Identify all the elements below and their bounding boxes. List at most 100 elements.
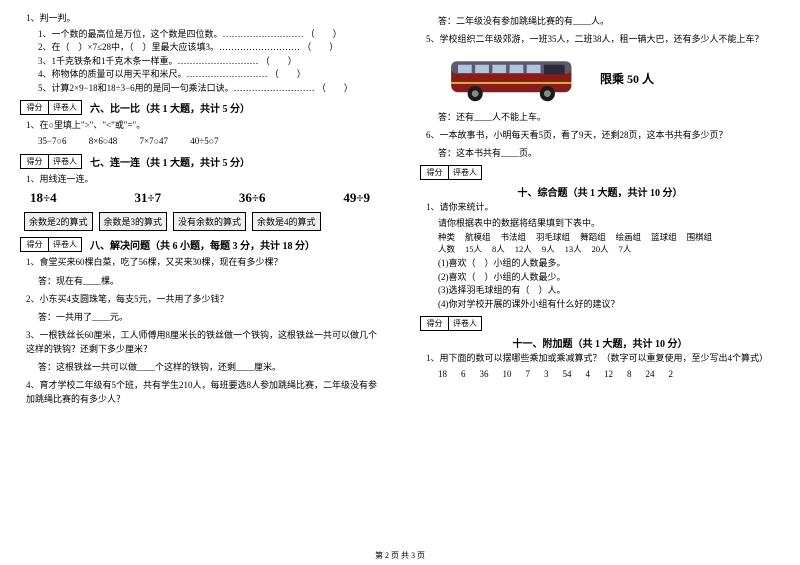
sec8-q1: 1、食堂买来60棵白菜，吃了56棵，又买来30棵，现在有多少棵？ [26,256,380,270]
score-box: 得分 评卷人 [20,237,82,252]
marker-label: 评卷人 [49,155,81,168]
sec8-a2: 答：一共用了____元。 [38,310,380,323]
page-footer: 第 2 页 共 3 页 [0,550,800,561]
score-label: 得分 [21,155,49,168]
sec6-question: 1、在○里填上">"、"<"或"="。 [26,119,380,133]
compare-expr: 35−7○6 [38,136,67,146]
stats-cell: 7人 [619,243,632,255]
judge-item: 5、计算2×9−18和18÷3−6用的是同一句乘法口诀。 [38,83,234,93]
math-row: 18÷4 31÷7 36÷6 49÷9 [30,190,370,206]
tag-row: 余数是2的算式 余数是3的算式 没有余数的算式 余数是4的算式 [24,212,376,231]
sec10-q: 1、请你来统计。 [426,201,780,215]
math-expr: 49÷9 [343,190,370,206]
section-8-header: 得分 评卷人 八、解决问题（共 6 小题，每题 3 分，共计 18 分） [20,237,380,252]
score-box: 得分 评卷人 [420,316,482,331]
sec10-sub2: (2)喜欢（ ）小组的人数最少。 [438,271,780,284]
math-expr: 36÷6 [239,190,266,206]
sec10-sub: 请你根据表中的数据将结果填到下表中。 [438,217,780,230]
math-expr: 31÷7 [134,190,161,206]
compare-expr: 7×7○47 [140,136,169,146]
score-box: 得分 评卷人 [20,100,82,115]
stats-cell: 围棋组 [687,231,713,243]
judge-title: 1、判一判。 [26,12,380,26]
judge-item: 1、一个数的最高位是万位，这个数是四位数。 [38,29,223,39]
paren: （ ） [261,56,297,66]
bus-icon [438,51,588,106]
judge-list: 1、一个数的最高位是万位，这个数是四位数。 ……………………… （ ） 2、在（ … [20,28,380,95]
num: 12 [604,369,613,379]
sec8-q2: 2、小东买4支圆珠笔，每支5元，一共用了多少钱？ [26,293,380,307]
sec8-q4: 4、育才学校二年级有5个班，共有学生210人，每班要选8人参加跳绳比赛，二年级没… [26,379,380,406]
sec8-q6: 6、一本故事书，小明每天看5页，看了9天，还剩28页，这本书共有多少页？ [426,129,780,143]
paren: （ ） [302,42,338,52]
dots: ……………………… [234,83,315,93]
sec10-sub4: (4)你对学校开展的课外小组有什么好的建议？ [438,298,780,311]
paren: （ ） [270,69,306,79]
sec8-a3: 答：这根铁丝一共可以做____个这样的铁钩，还剩____厘米。 [38,360,380,373]
section-6-title: 六、比一比（共 1 大题，共计 5 分） [90,100,250,115]
num-row: 18 6 36 10 7 3 54 4 12 8 24 2 [438,369,780,379]
tag: 没有余数的算式 [173,212,246,231]
tag: 余数是3的算式 [99,212,168,231]
math-expr: 18÷4 [30,190,57,206]
marker-label: 评卷人 [449,166,481,179]
stats-row: 人数 15人 8人 12人 9人 13人 20人 7人 [438,243,780,255]
sec8-a6: 答：这本书共有____页。 [438,146,780,159]
score-label: 得分 [421,317,449,330]
sec11-q: 1、用下面的数可以摆哪些乘加或乘减算式？（数字可以重复使用，至少写出4个算式） [426,352,780,366]
num: 6 [461,369,466,379]
sec8-q5: 5、学校组织二年级郊游，一班35人，二班38人，租一辆大巴，还有多少人不能上车？ [426,33,780,47]
stats-cell: 种类 [438,231,455,243]
num: 4 [586,369,591,379]
dots: ……………………… [178,56,259,66]
score-label: 得分 [421,166,449,179]
stats-header: 种类 航模组 书法组 羽毛球组 舞蹈组 绘画组 篮球组 围棋组 [438,231,780,243]
stats-cell: 20人 [592,243,609,255]
sec8-a4: 答：二年级没有参加跳绳比赛的有____人。 [438,14,780,27]
stats-cell: 篮球组 [651,231,677,243]
bus-label: 限乘 50 人 [600,70,654,87]
tag: 余数是4的算式 [252,212,321,231]
paren: （ ） [317,83,353,93]
section-10-header: 得分 评卷人 [420,165,780,180]
score-box: 得分 评卷人 [420,165,482,180]
num: 8 [627,369,632,379]
stats-cell: 书法组 [501,231,527,243]
num: 24 [646,369,655,379]
score-label: 得分 [21,101,49,114]
num: 2 [669,369,674,379]
section-7-header: 得分 评卷人 七、连一连（共 1 大题，共计 5 分） [20,154,380,169]
sec8-a5: 答：还有____人不能上车。 [438,110,780,123]
judge-item: 3、1千克铁条和1千克木条一样重。 [38,56,178,66]
num: 36 [480,369,489,379]
section-11-title: 十一、附加题（共 1 大题，共计 10 分） [420,335,780,350]
stats-cell: 15人 [465,243,482,255]
compare-expr: 40÷5○7 [190,136,218,146]
dots: ……………………… [187,69,268,79]
stats-cell: 9人 [542,243,555,255]
stats-table: 种类 航模组 书法组 羽毛球组 舞蹈组 绘画组 篮球组 围棋组 人数 15人 8… [438,231,780,255]
score-label: 得分 [21,238,49,251]
num: 10 [503,369,512,379]
stats-cell: 羽毛球组 [536,231,570,243]
section-6-header: 得分 评卷人 六、比一比（共 1 大题，共计 5 分） [20,100,380,115]
section-10-title: 十、综合题（共 1 大题，共计 10 分） [420,184,780,199]
tag: 余数是2的算式 [24,212,93,231]
stats-cell: 航模组 [465,231,491,243]
stats-cell: 人数 [438,243,455,255]
num: 3 [544,369,549,379]
compare-expr: 8×6○48 [89,136,118,146]
sec10-sub1: (1)喜欢（ ）小组的人数最多。 [438,257,780,270]
sec10-sub3: (3)选择羽毛球组的有（ ）人。 [438,284,780,297]
sec6-row: 35−7○6 8×6○48 7×7○47 40÷5○7 [38,135,380,148]
judge-item: 2、在（ ）×7≤28中，（ ）里最大应该填3。 [38,42,219,52]
sec8-a1: 答：现在有____棵。 [38,274,380,287]
stats-cell: 8人 [492,243,505,255]
marker-label: 评卷人 [49,238,81,251]
marker-label: 评卷人 [49,101,81,114]
stats-cell: 舞蹈组 [580,231,606,243]
section-8-title: 八、解决问题（共 6 小题，每题 3 分，共计 18 分） [90,237,315,252]
stats-cell: 13人 [565,243,582,255]
sec8-q3: 3、一根铁丝长60厘米，工人师傅用8厘米长的铁丝做一个铁钩，这根铁丝一共可以做几… [26,329,380,356]
stats-cell: 绘画组 [616,231,642,243]
